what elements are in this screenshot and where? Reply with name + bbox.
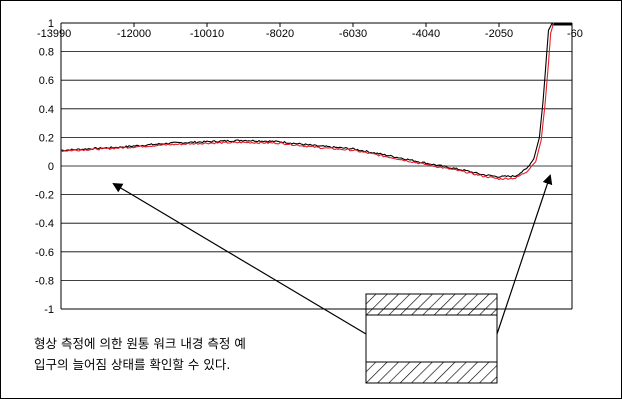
- y-tick-label-7: -0.4: [35, 218, 54, 230]
- annotation-line-2: 입구의 늘어짐 상태를 확인할 수 있다.: [34, 357, 231, 372]
- y-tick-label-1: 0.8: [39, 47, 54, 59]
- y-tick-label-8: -0.6: [35, 247, 54, 259]
- y-tick-label-3: 0.4: [39, 104, 54, 116]
- series-line-0: [60, 22, 553, 178]
- y-tick-label-5: 0: [48, 161, 54, 173]
- x-tick-label-4: -6030: [339, 28, 367, 40]
- y-tick-label-4: 0.2: [39, 132, 54, 144]
- tube-cross-section: [365, 293, 498, 384]
- annotation-text: 형상 측정에 의한 원통 워크 내경 측정 예 입구의 늘어짐 상태를 확인할 …: [34, 333, 246, 375]
- x-tick-label-0: -13990: [37, 28, 71, 40]
- annotation-line-1: 형상 측정에 의한 원통 워크 내경 측정 예: [34, 336, 246, 351]
- y-tick-label-2: 0.6: [39, 75, 54, 87]
- x-tick-label-1: -12000: [117, 28, 151, 40]
- arrow-to-exit: [496, 174, 553, 335]
- x-tick-label-6: -2050: [485, 28, 513, 40]
- arrow-to-entrance: [112, 182, 367, 335]
- tube-wall-bottom: [365, 361, 498, 384]
- x-tick-label-3: -8020: [266, 28, 294, 40]
- x-tick-label-7: -60: [567, 28, 583, 40]
- y-tick-label-6: -0.2: [35, 190, 54, 202]
- y-tick-label-0: 1: [48, 18, 54, 30]
- tube-wall-top: [365, 293, 498, 316]
- y-tick-label-10: -1: [44, 304, 54, 316]
- x-tick-label-2: -10010: [190, 28, 224, 40]
- y-tick-label-9: -0.8: [35, 275, 54, 287]
- series-line-1: [60, 22, 555, 181]
- x-tick-label-5: -4040: [412, 28, 440, 40]
- tube-bore: [365, 314, 498, 363]
